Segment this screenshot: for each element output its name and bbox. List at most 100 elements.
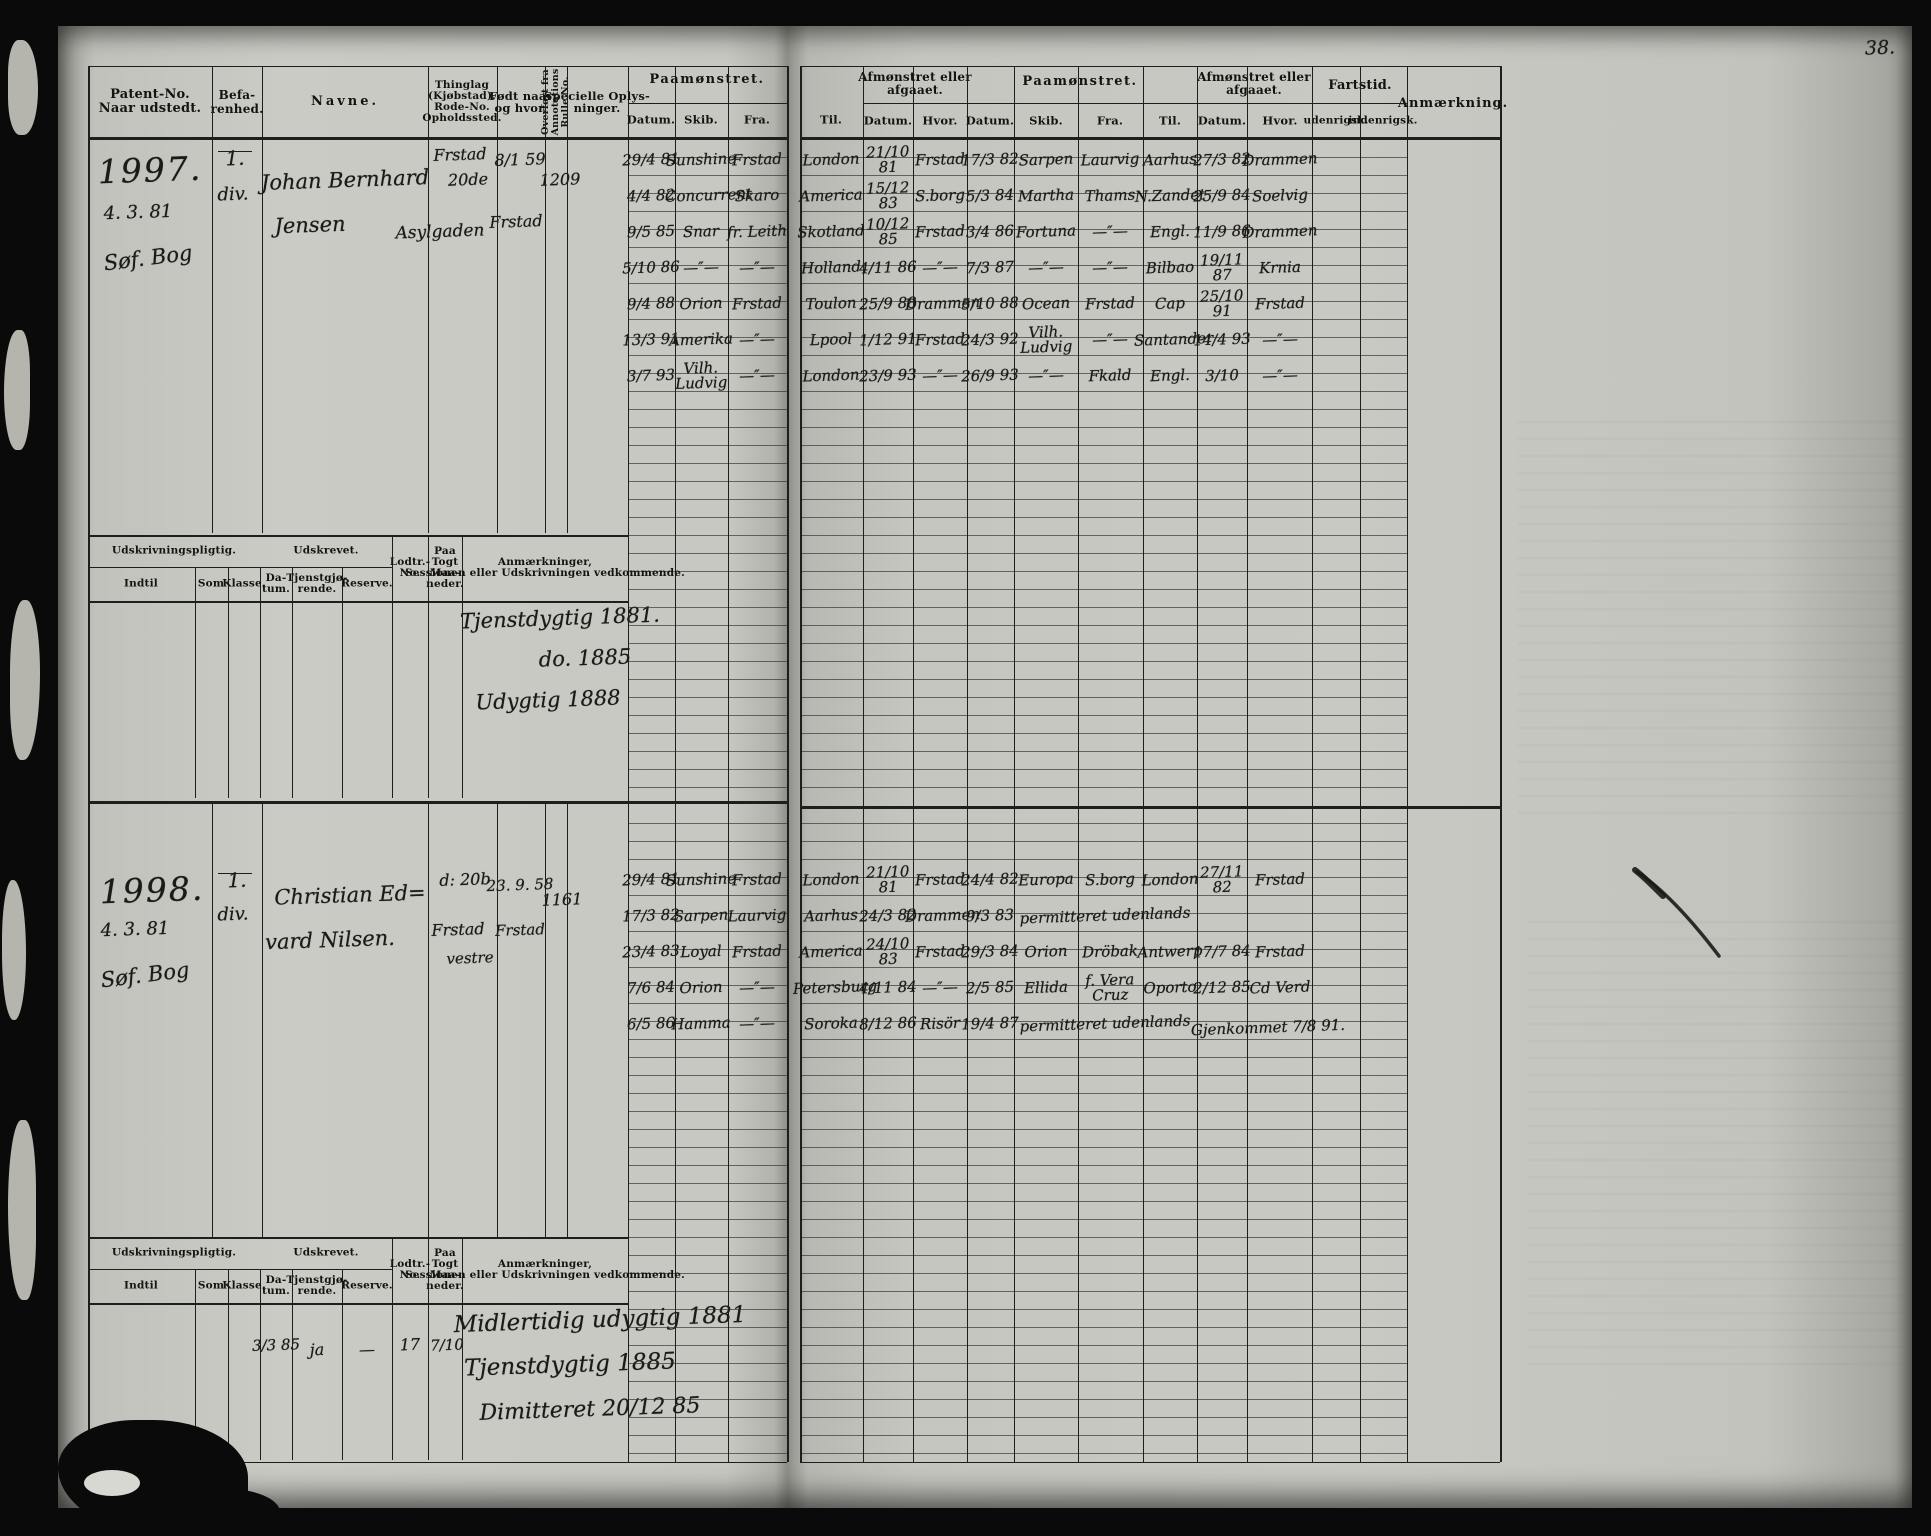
sub-header-datum: Da- tum. xyxy=(261,572,291,595)
header-datum-left: Datum. xyxy=(626,112,676,127)
muster-cell-ah2: Drammen xyxy=(1242,221,1318,242)
grid-vline xyxy=(228,1269,229,1460)
grid-vline xyxy=(195,567,196,798)
pen-flourish-artifact xyxy=(1632,867,1721,958)
ruled-rows xyxy=(800,140,1407,802)
sub-header-indtil: Indtil xyxy=(124,577,158,590)
grid-vline xyxy=(497,66,498,533)
entry-befarenhed-2: div. xyxy=(217,903,249,926)
ruled-rows xyxy=(628,806,787,1462)
grid-vline xyxy=(1078,66,1079,1462)
muster-cell-ah2: Frstad xyxy=(1254,941,1306,962)
grid-vline xyxy=(428,66,429,533)
header-indenrigsk: indenrigsk. xyxy=(1348,114,1418,127)
muster-cell-ah2: Krnia xyxy=(1258,257,1302,278)
header-afmonstret-1: Afmønstret eller afgaaet. xyxy=(858,70,972,97)
muster-cell-pf: Skaro xyxy=(734,185,780,206)
grid-vline xyxy=(1360,66,1361,1462)
torn-paper-scrap xyxy=(2,880,26,1020)
muster-cell-pf: Frstad xyxy=(731,869,783,890)
scan-edge-right xyxy=(1912,0,1931,1536)
grid-vline xyxy=(212,66,213,533)
grid-vline xyxy=(497,804,498,1237)
muster-cell-ah2: —″— xyxy=(1261,365,1299,386)
sub-header-reserve: Reserve. xyxy=(341,1279,393,1292)
grid-vline xyxy=(428,1237,429,1460)
header-afmonstret-2: Afmønstret eller afgaaet. xyxy=(1197,70,1311,97)
grid-vline xyxy=(787,66,789,1462)
entry-patent-no: 1997. xyxy=(97,148,203,192)
muster-cell-pf: —″— xyxy=(738,977,776,998)
muster-cell-ah2: Frstad xyxy=(1254,293,1306,314)
grid-hline xyxy=(800,806,1500,809)
muster-cell-pf: Frstad xyxy=(731,149,783,170)
entry-born-2: Frstad xyxy=(494,920,546,940)
sub-header-udskrevet: Udskrevet. xyxy=(293,544,359,557)
grid-vline xyxy=(628,66,629,1462)
grid-hline xyxy=(88,1303,628,1305)
entry-name-line1: Christian Ed= xyxy=(273,880,427,910)
entry-befarenhed-1: 1. xyxy=(227,867,247,893)
grid-vline xyxy=(260,1269,261,1460)
entry-thinglag-3: Asylgaden xyxy=(395,220,485,244)
ledger-book-spread: 38. Patent-No. Naar udstedt. Befa- renhe… xyxy=(58,26,1931,1508)
muster-cell-ah2: —″— xyxy=(1261,329,1299,350)
sub-header-udskrivningspligtig: Udskrivningspligtig. xyxy=(111,1246,237,1259)
grid-vline xyxy=(342,567,343,798)
grid-vline xyxy=(1500,66,1502,1462)
header-navne: Navne. xyxy=(310,94,380,109)
grid-vline xyxy=(212,804,213,1237)
entry-thinglag-1: Frstad xyxy=(433,144,487,165)
grid-vline xyxy=(675,66,676,1462)
grid-hline xyxy=(88,567,392,568)
header-afm2-hvor: Hvor. xyxy=(1262,113,1298,128)
entry-annotation-3: Udygtig 1888 xyxy=(475,685,621,715)
grid-hline xyxy=(88,1269,392,1270)
entry-born-1: 8/1 59 xyxy=(494,149,546,170)
entry-name-line2: Jensen xyxy=(274,211,346,239)
sub-value-lodtr: 17 xyxy=(399,1334,421,1355)
grid-vline xyxy=(1143,66,1144,1462)
muster-cell-ah2: Soelvig xyxy=(1251,185,1309,206)
grid-hline xyxy=(1197,103,1312,104)
entry-patent-date: 4. 3. 81 xyxy=(103,200,173,225)
header-specielle: Specielle Oplys- ninger. xyxy=(544,89,650,115)
muster-cell-pf: —″— xyxy=(738,365,776,386)
entry-name-line1: Johan Bernhard xyxy=(260,165,430,195)
grid-vline xyxy=(967,66,968,1462)
header-patent-no: Patent-No. Naar udstedt. xyxy=(98,87,202,116)
torn-paper-scrap xyxy=(8,1120,36,1300)
grid-vline xyxy=(913,66,914,1462)
muster-cell-pf: fr. Leith xyxy=(726,221,788,242)
grid-hline xyxy=(863,103,967,104)
muster-cell-pf: —″— xyxy=(738,1013,776,1034)
sub-value-paatogt: 7/10 xyxy=(429,1335,465,1355)
header-thinglag: Thinglag (Kjøbstad). Rode-No. Opholdsste… xyxy=(422,79,502,124)
grid-vline xyxy=(342,1269,343,1460)
torn-paper-scrap xyxy=(4,330,30,450)
muster-cell-pf: Laurvig xyxy=(727,905,787,926)
sub-header-reserve: Reserve. xyxy=(341,577,393,590)
sub-header-anmaerkninger: Anmærkninger, Sessionen eller Udskrivnin… xyxy=(404,1258,686,1281)
header-paam2-datum: Datum. xyxy=(965,113,1015,128)
muster-cell-pf: —″— xyxy=(738,329,776,350)
grid-vline xyxy=(88,66,90,1462)
sub-header-indtil: Indtil xyxy=(124,1279,158,1292)
grid-hline xyxy=(800,137,1500,140)
entry-patent-note: Søf. Bog xyxy=(102,240,194,276)
sub-header-som: Som xyxy=(197,1279,225,1292)
sub-header-lodtr-no: Lodtr.- No. xyxy=(389,1258,431,1281)
grid-vline xyxy=(545,804,546,1237)
grid-vline xyxy=(462,535,463,798)
entry-thinglag-2: 20de xyxy=(447,169,489,190)
sub-value-tjenstgjorende: ja xyxy=(309,1339,325,1360)
ruled-rows xyxy=(800,806,1407,1462)
header-paamonstret-left: Paamønstret. xyxy=(649,72,765,87)
paper-spot xyxy=(84,1470,140,1496)
entry-annotation-2: do. 1885 xyxy=(538,644,632,672)
sub-header-datum: Da- tum. xyxy=(261,1274,291,1297)
scan-edge-left xyxy=(0,0,58,1536)
grid-vline xyxy=(428,804,429,1237)
header-fra-left: Fra. xyxy=(743,112,771,127)
